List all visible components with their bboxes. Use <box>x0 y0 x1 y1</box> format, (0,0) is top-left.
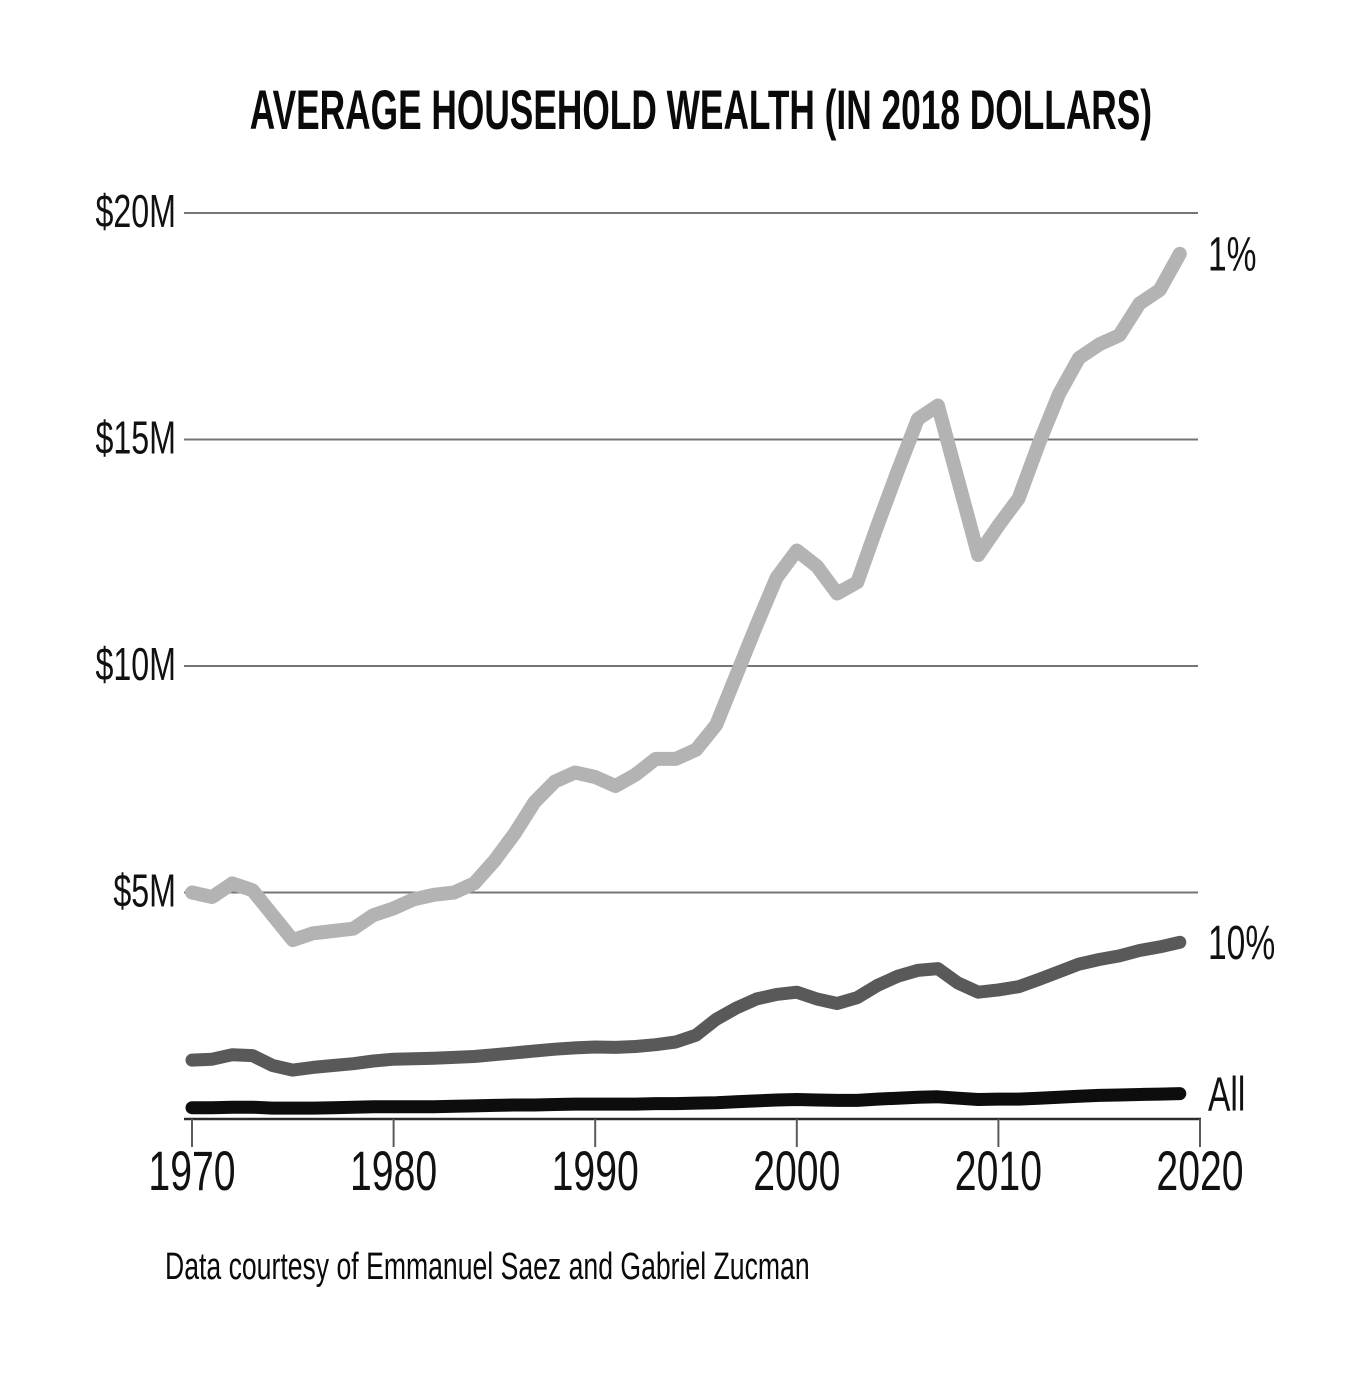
x-axis-label: 1970 <box>148 1140 235 1203</box>
y-axis-label: $5M <box>113 866 176 917</box>
y-axis-label: $20M <box>95 186 176 237</box>
x-axis-label: 2000 <box>753 1140 840 1203</box>
y-axis-label: $10M <box>95 639 176 690</box>
chart-title: AVERAGE HOUSEHOLD WEALTH (IN 2018 DOLLAR… <box>249 78 1153 141</box>
series-label-top-10-percent: 10% <box>1208 915 1275 969</box>
x-axis-label: 1980 <box>350 1140 437 1203</box>
x-axis-label: 2020 <box>1156 1140 1243 1203</box>
x-axis-label: 2010 <box>955 1140 1042 1203</box>
series-line-top-1-percent <box>185 246 1187 948</box>
series-label-all-households: All <box>1208 1066 1245 1120</box>
series-line-top-10-percent <box>185 935 1187 1077</box>
series-label-top-1-percent: 1% <box>1208 227 1257 281</box>
series-line-all-households <box>185 1087 1187 1115</box>
data-credit-note: Data courtesy of Emmanuel Saez and Gabri… <box>165 1246 810 1288</box>
x-axis-label: 1990 <box>552 1140 639 1203</box>
y-axis-label: $15M <box>95 413 176 464</box>
